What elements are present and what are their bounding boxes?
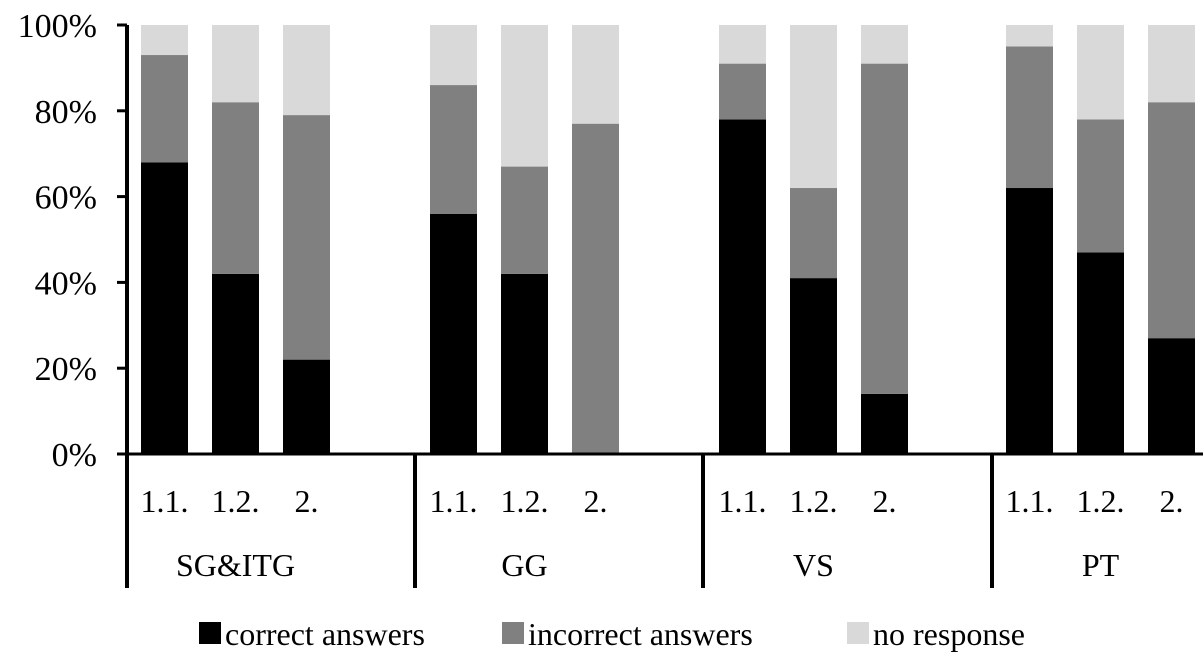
y-tick-label: 40% [35, 265, 97, 302]
group-label: VS [793, 547, 834, 583]
bar-segment-incorrect-answers-3-1 [719, 63, 766, 120]
legend-label: incorrect answers [528, 616, 753, 652]
bar-segment-correct-answers-3-3 [861, 393, 908, 454]
y-axis: 0% 20% 40% 60% 80% 100% [18, 8, 129, 474]
y-tick-label: 60% [35, 180, 97, 217]
bar-segment-correct-answers-4-2 [1077, 252, 1124, 454]
x-tick-label: 2. [295, 483, 319, 519]
bar-segment-correct-answers-1-2 [212, 273, 259, 454]
bar-segment-correct-answers-4-3 [1148, 338, 1195, 454]
x-tick-label: 1.1. [719, 483, 767, 519]
x-tick-label: 1.1. [141, 483, 189, 519]
legend-swatch [199, 622, 221, 644]
legend-swatch [502, 622, 524, 644]
bar-segment-no-response-3-1 [719, 25, 766, 64]
bar-segment-correct-answers-1-1 [141, 162, 188, 454]
legend-swatch [847, 622, 869, 644]
bar-segment-incorrect-answers-1-2 [212, 102, 259, 274]
plot-area [141, 25, 1195, 455]
legend-label: no response [873, 616, 1025, 652]
bar-segment-incorrect-answers-1-3 [283, 115, 330, 360]
bar-segment-no-response-4-1 [1006, 25, 1053, 47]
bar-segment-incorrect-answers-2-3 [572, 123, 619, 455]
bar-segment-incorrect-answers-1-1 [141, 55, 188, 163]
x-tick-label: 2. [1160, 483, 1184, 519]
x-tick-label: 2. [873, 483, 897, 519]
bar-segment-no-response-3-2 [790, 25, 837, 189]
bar-segment-no-response-3-3 [861, 25, 908, 64]
y-tick-label: 100% [18, 8, 97, 45]
bar-segment-correct-answers-2-2 [501, 273, 548, 454]
bar-segment-no-response-4-2 [1077, 25, 1124, 120]
bar-segment-no-response-2-3 [572, 25, 619, 124]
bar-segment-no-response-2-1 [430, 25, 477, 86]
group-label: PT [1082, 547, 1120, 583]
bar-segment-no-response-1-2 [212, 25, 259, 103]
x-tick-label: 2. [584, 483, 608, 519]
y-tick-label: 20% [35, 351, 97, 388]
bar-segment-no-response-1-1 [141, 25, 188, 56]
bar-segment-correct-answers-3-1 [719, 119, 766, 454]
bar-segment-no-response-4-3 [1148, 25, 1195, 103]
y-tick-label: 0% [52, 437, 97, 474]
bar-segment-incorrect-answers-3-3 [861, 63, 908, 394]
bar-segment-incorrect-answers-2-1 [430, 85, 477, 214]
bar-segment-incorrect-answers-2-2 [501, 166, 548, 274]
x-tick-label: 1.2. [212, 483, 260, 519]
bar-segment-correct-answers-3-2 [790, 278, 837, 454]
legend-label: correct answers [225, 616, 425, 652]
group-label: SG&ITG [176, 547, 295, 583]
legend: correct answers incorrect answers no respo… [199, 616, 1025, 652]
bar-segment-correct-answers-2-1 [430, 213, 477, 454]
bar-segment-incorrect-answers-4-3 [1148, 102, 1195, 339]
y-tick-label: 80% [35, 94, 97, 131]
x-tick-label: 1.2. [790, 483, 838, 519]
bar-segment-correct-answers-1-3 [283, 359, 330, 454]
x-tick-label: 1.1. [430, 483, 478, 519]
bar-segment-incorrect-answers-3-2 [790, 188, 837, 279]
x-tick-label: 1.2. [501, 483, 549, 519]
group-label: GG [501, 547, 547, 583]
bar-segment-correct-answers-4-1 [1006, 188, 1053, 454]
bar-segment-incorrect-answers-4-2 [1077, 119, 1124, 253]
x-tick-label: 1.1. [1006, 483, 1054, 519]
bar-segment-incorrect-answers-4-1 [1006, 46, 1053, 189]
bar-segment-no-response-1-3 [283, 25, 330, 116]
bar-segment-no-response-2-2 [501, 25, 548, 167]
x-tick-label: 1.2. [1077, 483, 1125, 519]
